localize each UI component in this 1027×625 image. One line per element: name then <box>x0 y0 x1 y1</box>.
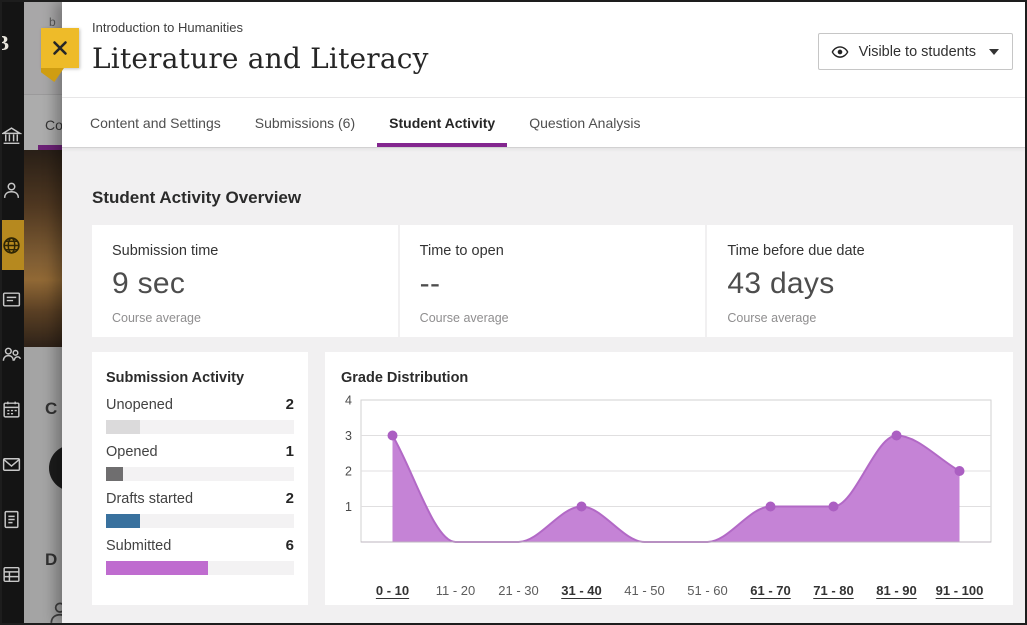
tab-content-and-settings[interactable]: Content and Settings <box>90 114 221 131</box>
activity-bar-track <box>106 467 294 481</box>
signout-icon[interactable] <box>2 612 24 623</box>
grade-range-link[interactable]: 61 - 70 <box>750 583 791 598</box>
tab-bar: Content and Settings Submissions (6) Stu… <box>62 97 1025 148</box>
grade-range-label: 11 - 20 <box>435 583 476 598</box>
submission-activity-title: Submission Activity <box>106 370 245 386</box>
svg-text:1: 1 <box>345 500 352 514</box>
grade-range-label: 51 - 60 <box>687 583 728 598</box>
stat-value: -- <box>419 267 441 300</box>
grade-range-label: 41 - 50 <box>624 583 665 598</box>
activity-value: 2 <box>285 396 294 413</box>
svg-text:3: 3 <box>345 429 352 443</box>
grade-range-link[interactable]: 81 - 90 <box>876 583 917 598</box>
grade-range-link[interactable]: 71 - 80 <box>813 583 854 598</box>
profile-icon[interactable] <box>2 177 24 203</box>
grades-icon[interactable] <box>2 561 24 587</box>
assessment-panel: Introduction to Humanities Literature an… <box>62 2 1025 623</box>
activity-value: 6 <box>285 537 294 554</box>
activity-bar-track <box>106 514 294 528</box>
stat-card-submission-time: Submission time 9 sec Course average <box>92 225 398 337</box>
stat-label: Time to open <box>419 243 504 259</box>
close-panel-button[interactable] <box>41 28 79 82</box>
chart-title: Grade Distribution <box>341 370 469 386</box>
grade-range-link[interactable]: 0 - 10 <box>375 583 410 598</box>
course-banner-image <box>24 150 64 347</box>
close-icon <box>53 41 67 55</box>
activity-bar-fill <box>106 467 124 481</box>
student-activity-content: Student Activity Overview Submission tim… <box>62 148 1025 623</box>
tab-submissions[interactable]: Submissions (6) <box>254 114 356 131</box>
grade-distribution-card: Grade Distribution 1 2 3 4 0 - 10 11 - 20 21 … <box>325 352 1013 605</box>
area-chart-plot: 1 2 3 4 <box>345 394 992 543</box>
stat-label: Submission time <box>112 243 219 259</box>
organizations-icon[interactable] <box>2 286 24 312</box>
stat-label: Time before due date <box>727 243 865 259</box>
grade-range-link[interactable]: 31 - 40 <box>561 583 602 598</box>
visibility-dropdown[interactable]: Visible to students <box>817 33 1013 70</box>
modal-dim-overlay <box>24 2 64 623</box>
background-page-content: C D <box>24 347 64 623</box>
activity-label: Unopened <box>106 397 173 413</box>
panel-header: Introduction to Humanities Literature an… <box>62 2 1025 97</box>
tab-student-activity[interactable]: Student Activity <box>377 98 508 147</box>
courses-globe-icon[interactable] <box>2 232 24 258</box>
background-heading-fragment: C <box>45 399 58 418</box>
tab-question-analysis[interactable]: Question Analysis <box>529 114 641 131</box>
stat-card-time-before-due-date: Time before due date 43 days Course aver… <box>707 225 1014 337</box>
activity-row-submitted: Submitted 6 <box>106 537 294 575</box>
background-tabbar: Co <box>24 94 64 151</box>
activity-row-drafts-started: Drafts started 2 <box>106 490 294 528</box>
visibility-label: Visible to students <box>858 43 976 60</box>
chevron-down-icon <box>989 48 999 55</box>
activity-bar-fill <box>106 561 209 575</box>
activity-row-unopened: Unopened 2 <box>106 396 294 434</box>
activity-stream-icon[interactable] <box>2 506 24 532</box>
background-tab-underline <box>38 145 64 151</box>
stat-value: 9 sec <box>112 267 186 300</box>
institution-icon[interactable] <box>2 123 24 149</box>
stat-caption: Course average <box>112 311 201 325</box>
svg-text:4: 4 <box>345 394 352 408</box>
eye-icon <box>831 45 849 58</box>
app-logo-icon[interactable]: B <box>2 30 24 56</box>
activity-bar-track <box>106 561 294 575</box>
activity-bar-fill <box>106 514 141 528</box>
grade-distribution-chart: 1 2 3 4 0 - 10 11 - 20 21 - 30 31 - 40 41 - 50 5… <box>341 394 997 598</box>
app-navigation-rail: B <box>2 2 24 623</box>
calendar-icon[interactable] <box>2 396 24 422</box>
activity-label: Submitted <box>106 538 172 554</box>
stat-caption: Course average <box>419 311 509 325</box>
avatar <box>49 445 64 491</box>
stat-card-time-to-open: Time to open -- Course average <box>399 225 706 337</box>
groups-icon[interactable] <box>2 341 24 367</box>
page-title: Literature and Literacy <box>92 42 429 75</box>
activity-bar-track <box>106 420 294 434</box>
activity-value: 2 <box>285 490 294 507</box>
background-breadcrumb-fragment: b <box>49 15 56 29</box>
course-breadcrumb: Introduction to Humanities <box>92 20 244 35</box>
activity-value: 1 <box>285 443 294 460</box>
activity-label: Drafts started <box>106 491 194 507</box>
profile-outline-icon <box>50 602 64 623</box>
stat-value: 43 days <box>727 267 835 300</box>
grade-range-link[interactable]: 91 - 100 <box>935 583 984 598</box>
activity-row-opened: Opened 1 <box>106 443 294 481</box>
svg-text:2: 2 <box>345 465 352 479</box>
messages-icon[interactable] <box>2 451 24 477</box>
dimmed-background-page: b Co C D <box>24 2 64 623</box>
chart-x-axis-labels: 0 - 10 11 - 20 21 - 30 31 - 40 41 - 50 51 - 6… <box>361 583 991 598</box>
submission-activity-card: Submission Activity Unopened 2 Opened 1 … <box>92 352 308 605</box>
activity-bar-fill <box>106 420 141 434</box>
grade-range-label: 21 - 30 <box>498 583 539 598</box>
section-heading: Student Activity Overview <box>92 188 302 207</box>
stats-row: Submission time 9 sec Course average Tim… <box>92 225 1014 337</box>
background-heading-fragment-2: D <box>45 550 58 569</box>
stat-caption: Course average <box>727 311 817 325</box>
background-tab-fragment: Co <box>45 117 63 133</box>
bottom-row: Submission Activity Unopened 2 Opened 1 … <box>92 352 1013 605</box>
activity-label: Opened <box>106 444 158 460</box>
submission-activity-rows: Unopened 2 Opened 1 Drafts started 2 Sub… <box>106 396 294 575</box>
